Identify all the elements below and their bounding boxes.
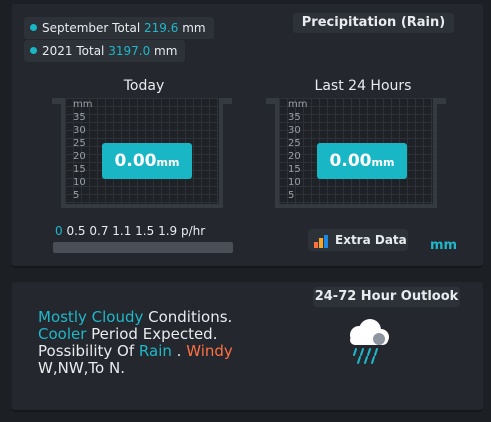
outlook-title: 24-72 Hour Outlook: [313, 287, 460, 307]
year-total-unit: mm: [154, 44, 178, 58]
last24-value-box: 0.00mm: [317, 143, 407, 179]
forecast-line-2: Cooler Period Expected.: [38, 326, 278, 343]
today-scale: mm 35 30 25 20 15 10 5: [73, 98, 92, 202]
last24-rim-left: [266, 98, 280, 104]
today-title: Today: [123, 78, 165, 94]
forecast-line-1: Mostly Cloudy Conditions.: [38, 309, 278, 326]
scale-label: 5: [73, 190, 80, 201]
forecast-condition: Mostly Cloudy: [38, 308, 144, 326]
today-unit: mm: [156, 156, 180, 169]
scale-label: 10: [288, 177, 301, 188]
bar-chart-icon: [314, 233, 328, 248]
forecast-rain: Rain: [138, 342, 172, 360]
extra-data-button[interactable]: Extra Data: [308, 229, 408, 251]
today-rim-left: [52, 98, 66, 104]
scale-label: 25: [73, 138, 86, 149]
scale-label: 15: [288, 164, 301, 175]
forecast-text-part: .: [171, 342, 187, 360]
last24-unit: mm: [371, 156, 395, 169]
scale-label: 20: [288, 151, 301, 162]
last24-scale: mm 35 30 25 20 15 10 5: [288, 98, 307, 202]
year-total-value: 3197.0: [108, 44, 151, 58]
forecast-temperature: Cooler: [38, 325, 87, 343]
scale-label: 20: [73, 151, 86, 162]
year-total-label: 2021 Total: [42, 44, 105, 58]
unit-label: mm: [430, 238, 458, 253]
scale-label: 5: [288, 190, 295, 201]
today-rim-right: [218, 98, 232, 104]
scale-label: 30: [288, 125, 301, 136]
rain-rate-bar: [53, 242, 233, 253]
scale-label: 30: [73, 125, 86, 136]
today-value-box: 0.00mm: [102, 143, 192, 179]
forecast-text-part: Period Expected.: [86, 325, 218, 343]
september-total-label: September Total: [42, 21, 141, 35]
rain-rate-ticks: 0.5 0.7 1.1 1.5 1.9 p/hr: [66, 224, 206, 238]
september-total-value: 219.6: [144, 21, 179, 35]
rain-cloud-icon: [341, 317, 393, 365]
scale-label: mm: [288, 99, 308, 110]
rain-rate-current: 0: [55, 224, 63, 238]
year-dot: [30, 47, 37, 54]
scale-label: 25: [288, 138, 301, 149]
forecast-wind: Windy: [186, 342, 233, 360]
forecast-text-part: Conditions.: [143, 308, 233, 326]
extra-data-label: Extra Data: [335, 233, 407, 247]
forecast-line-4: W,NW,To N.: [38, 359, 125, 377]
precipitation-title: Precipitation (Rain): [293, 13, 454, 33]
rain-rate-scale: 0 0.5 0.7 1.1 1.5 1.9 p/hr: [55, 224, 205, 238]
september-total: September Total 219.6 mm: [24, 17, 214, 39]
last24-value: 0.00: [329, 151, 372, 171]
scale-label: 35: [73, 112, 86, 123]
today-value: 0.00: [114, 151, 157, 171]
year-total: 2021 Total 3197.0 mm: [24, 40, 186, 62]
scale-label: 10: [73, 177, 86, 188]
scale-label: 15: [73, 164, 86, 175]
last24-rim-right: [432, 98, 446, 104]
forecast-text-part: Possibility Of: [38, 342, 139, 360]
scale-label: mm: [73, 99, 93, 110]
september-total-unit: mm: [182, 21, 206, 35]
scale-label: 35: [288, 112, 301, 123]
last24-title: Last 24 Hours: [314, 78, 412, 94]
forecast-line-3: Possibility Of Rain . Windy: [38, 343, 278, 360]
september-dot: [30, 24, 37, 31]
forecast-text: Mostly Cloudy Conditions. Cooler Period …: [38, 309, 278, 377]
